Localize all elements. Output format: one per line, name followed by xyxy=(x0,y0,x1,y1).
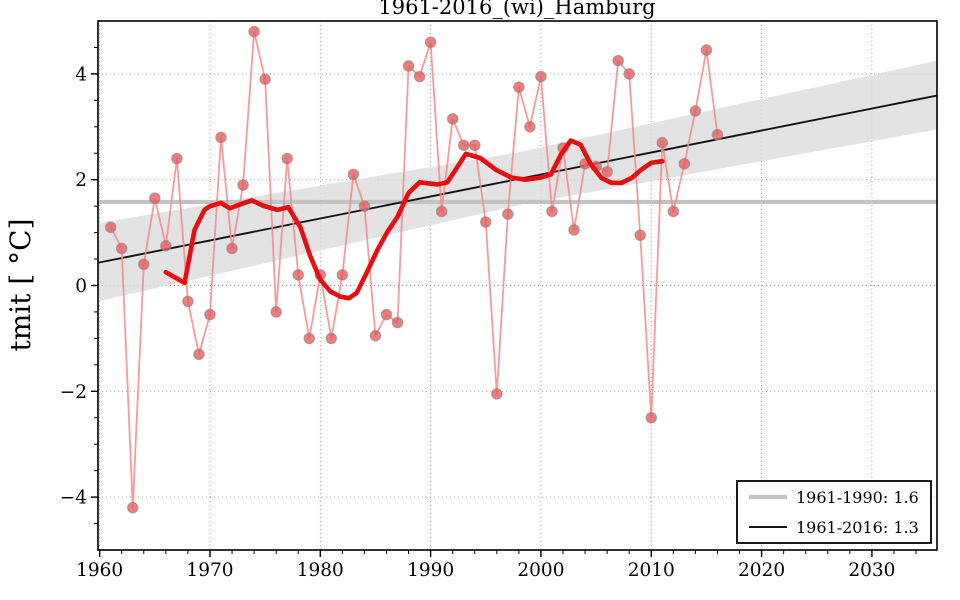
data-point xyxy=(226,242,238,255)
data-point xyxy=(369,329,382,342)
x-tick-label: 1990 xyxy=(407,560,454,581)
data-point xyxy=(479,216,492,228)
data-point xyxy=(325,332,338,345)
data-point xyxy=(193,348,205,361)
x-tick-label: 1980 xyxy=(297,560,344,581)
data-point xyxy=(667,205,680,218)
data-point xyxy=(160,240,172,252)
data-point xyxy=(645,411,658,424)
data-point xyxy=(358,200,371,212)
annual-series-line xyxy=(109,30,719,509)
data-point xyxy=(623,68,636,80)
data-point xyxy=(215,131,227,144)
data-point xyxy=(347,168,360,181)
data-point xyxy=(446,113,459,125)
data-point xyxy=(292,269,305,281)
data-point xyxy=(391,316,404,329)
data-point xyxy=(689,105,702,117)
x-tick-label: 2000 xyxy=(517,560,564,581)
data-point xyxy=(126,501,139,514)
data-point xyxy=(137,258,150,271)
data-point xyxy=(182,295,194,308)
data-point xyxy=(281,152,294,165)
data-point xyxy=(491,388,503,400)
legend-label-trend: 1961-2016: 1.3 xyxy=(796,518,919,537)
legend-label-reference: 1961-1990: 1.6 xyxy=(796,488,919,507)
data-point xyxy=(711,128,724,141)
data-point xyxy=(634,229,647,242)
y-tick-label: −2 xyxy=(60,382,87,403)
y-tick-label: −4 xyxy=(60,488,87,509)
smoothed-series-line xyxy=(163,138,665,301)
y-tick-label: 2 xyxy=(75,170,87,191)
data-point xyxy=(413,70,426,83)
legend-box xyxy=(736,480,932,544)
data-point xyxy=(402,60,415,72)
x-tick-label: 2020 xyxy=(738,560,785,581)
data-point xyxy=(524,121,536,133)
x-tick-label: 2030 xyxy=(848,560,895,581)
x-tick-label: 2010 xyxy=(628,560,675,581)
y-axis-label: tmit [ °C] xyxy=(4,218,37,351)
data-point xyxy=(248,25,260,38)
data-point xyxy=(513,81,525,93)
data-point xyxy=(303,332,316,345)
data-point xyxy=(380,308,393,321)
data-point xyxy=(204,308,216,321)
data-point xyxy=(568,224,580,236)
data-point xyxy=(115,242,128,255)
data-point xyxy=(601,165,613,178)
data-point xyxy=(435,205,448,218)
data-point xyxy=(468,139,481,152)
data-point xyxy=(104,221,117,234)
x-tick-label: 1960 xyxy=(76,560,123,581)
y-tick-label: 4 xyxy=(75,64,87,85)
data-point xyxy=(171,152,183,165)
data-point xyxy=(237,179,249,191)
data-point xyxy=(149,192,161,205)
y-tick-label: 0 xyxy=(75,276,87,297)
data-point xyxy=(457,139,470,152)
chart-title: 1961-2016_(wi)_Hamburg xyxy=(378,0,655,19)
data-point xyxy=(700,44,713,56)
data-point xyxy=(535,70,547,83)
data-point xyxy=(502,208,514,220)
data-point xyxy=(336,269,349,281)
trend-confidence-band xyxy=(98,60,937,302)
plot-area: 1960 1970 1980 1990 2000 2010 2020 2030 −4 −2 0 2 4 xyxy=(60,20,938,581)
data-point xyxy=(678,158,691,170)
data-point xyxy=(270,306,282,318)
legend: 1961-1990: 1.6 1961-2016: 1.3 xyxy=(736,480,932,544)
data-point xyxy=(546,205,558,218)
x-tick-label: 1970 xyxy=(186,560,233,581)
data-point xyxy=(656,136,669,149)
data-point xyxy=(424,36,437,48)
data-point xyxy=(612,54,624,67)
data-point xyxy=(259,73,271,85)
